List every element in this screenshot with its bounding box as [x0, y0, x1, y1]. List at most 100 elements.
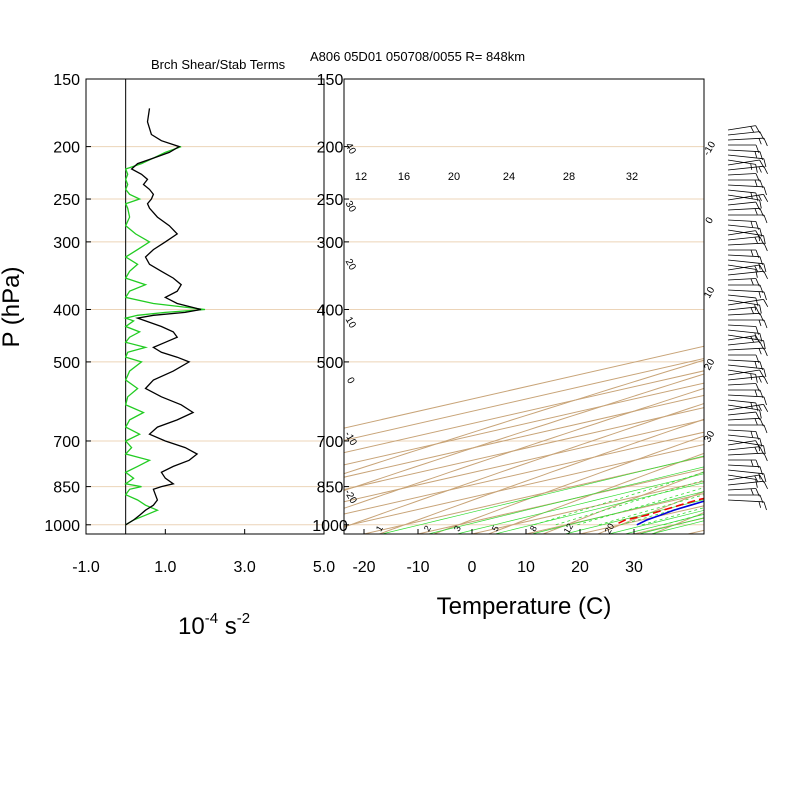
- skewt-x-axis-label: Temperature (C): [437, 593, 612, 620]
- isotherm: [344, 443, 704, 527]
- wind-barb: [727, 230, 761, 239]
- wind-barb: [727, 469, 767, 483]
- temperature-profile: [636, 500, 704, 526]
- dry-adiabat: [597, 491, 704, 534]
- left-y-axis-label: P (hPa): [0, 267, 25, 348]
- wind-barb: [727, 440, 761, 449]
- mixing-ratio-bottom-label: 12: [562, 522, 576, 536]
- left-x-label-exp2: -2: [237, 610, 250, 627]
- theta-left-label: 0: [344, 376, 357, 387]
- left-x-axis-label: 10-4 s-2: [178, 610, 250, 640]
- wind-barb: [728, 459, 760, 469]
- wind-barb: [727, 364, 767, 378]
- wind-barb: [727, 193, 769, 202]
- mixing-ratio-top-label: 32: [626, 171, 638, 183]
- skewt-y-tick-label: 400: [317, 302, 344, 319]
- wind-barb: [728, 424, 768, 434]
- wind-barb: [727, 369, 765, 378]
- wind-barb: [727, 270, 768, 280]
- theta-left-label: 30: [343, 199, 358, 215]
- dry-adiabat: [543, 471, 704, 534]
- wind-barb: [727, 242, 768, 252]
- dry-adiabat: [344, 359, 704, 475]
- mixing-ratio-line: [531, 491, 704, 534]
- left-y-tick-label: 700: [53, 434, 80, 451]
- wind-barb: [727, 137, 768, 147]
- dry-adiabat: [707, 79, 800, 534]
- left-x-tick-label: 1.0: [154, 559, 176, 576]
- wind-barb: [728, 249, 760, 259]
- wind-barb: [727, 429, 759, 440]
- mixing-ratio-top-label: 12: [355, 171, 367, 183]
- skewt-x-tick-label: 0: [468, 559, 477, 576]
- skewt-x-tick-label: 10: [517, 559, 535, 576]
- left-y-tick-label: 150: [53, 72, 80, 89]
- isotherms: [344, 79, 800, 534]
- wind-barb: [727, 201, 761, 210]
- wind-barb: [727, 341, 765, 350]
- left-panel: 150 200 250 300 400 500 700 850 1000 -1.0 1.0 3.0 5…: [0, 72, 335, 640]
- station-line: A806 05D01 050708/0055 R= 848km: [310, 49, 525, 64]
- wind-barb: [727, 278, 760, 287]
- wind-barb: [727, 289, 767, 301]
- wind-barb: [727, 173, 760, 182]
- wind-barb: [727, 259, 767, 273]
- wind-barb: [727, 499, 767, 511]
- mixing-ratio-top-label: 20: [448, 171, 460, 183]
- skewt-y-tick-label: 250: [317, 192, 344, 209]
- mixing-ratio-top-label: 16: [398, 171, 410, 183]
- left-pressure-lines: [86, 78, 324, 526]
- isotherm: [344, 345, 704, 429]
- mixing-ratio-bottom-label: 2: [422, 524, 433, 533]
- left-y-tick-label: 850: [53, 480, 80, 497]
- dry-adiabat: [344, 403, 704, 528]
- left-y-tick-label: 1000: [44, 518, 80, 535]
- wind-barb: [727, 369, 758, 383]
- skewt-x-tick-label: -10: [406, 559, 429, 576]
- mixing-ratio-top-label: 28: [563, 171, 575, 183]
- wind-barb: [727, 264, 758, 278]
- mixing-ratio-labels: 12 16 20 24 28 321 2 3 5 8 12 20: [355, 171, 638, 535]
- left-panel-frame: [85, 78, 325, 535]
- dewpoint-profile: [614, 497, 704, 526]
- isotherm: [344, 431, 704, 515]
- theta-right-label: 20: [702, 357, 717, 373]
- wind-barb: [727, 184, 767, 196]
- shear-term-line: [125, 108, 202, 526]
- isotherm: [344, 382, 704, 466]
- skewt-y-tick-label: 500: [317, 355, 344, 372]
- left-x-ticks: -1.0 1.0 3.0 5.0: [72, 529, 335, 576]
- wind-barb: [727, 375, 768, 385]
- theta-right-label: 30: [702, 429, 717, 445]
- skewt-y-tick-label: 300: [317, 235, 344, 252]
- wind-barb: [727, 474, 758, 488]
- left-x-tick-label: 5.0: [313, 559, 335, 576]
- isotherm: [344, 358, 704, 441]
- wind-barb: [727, 264, 765, 273]
- wind-barb: [727, 417, 764, 427]
- wind-barb: [727, 236, 765, 245]
- isotherm: [742, 79, 800, 534]
- mixing-ratio-bottom-label: 1: [374, 524, 385, 533]
- skewt-x-ticks: -20 -10 0 10 20 30: [352, 529, 643, 576]
- skewt-y-tick-label: 200: [317, 140, 344, 157]
- mixing-ratio-bottom-label: 20: [603, 522, 617, 536]
- dry-adiabat: [379, 418, 704, 534]
- wind-barb: [727, 347, 768, 357]
- skewt-x-tick-label: 20: [571, 559, 589, 576]
- wind-barb: [727, 298, 769, 307]
- wind-barb: [728, 354, 760, 364]
- skewt-pressure-lines: [344, 79, 704, 526]
- isotherm: [471, 480, 704, 534]
- skewt-y-tick-label: 150: [317, 72, 344, 89]
- left-panel-title: Brch Shear/Stab Terms: [151, 57, 286, 72]
- skewt-frame: [343, 78, 705, 535]
- skewt-x-tick-label: -20: [352, 559, 375, 576]
- wind-barb: [727, 165, 768, 175]
- skewt-y-ticks: 150 200 250 300 400 500 700 850 1000: [312, 72, 349, 535]
- theta-left-label: 10: [343, 315, 358, 331]
- dry-adiabat: [344, 373, 704, 492]
- moist-adiabat: [534, 471, 704, 526]
- wind-barb: [727, 335, 761, 344]
